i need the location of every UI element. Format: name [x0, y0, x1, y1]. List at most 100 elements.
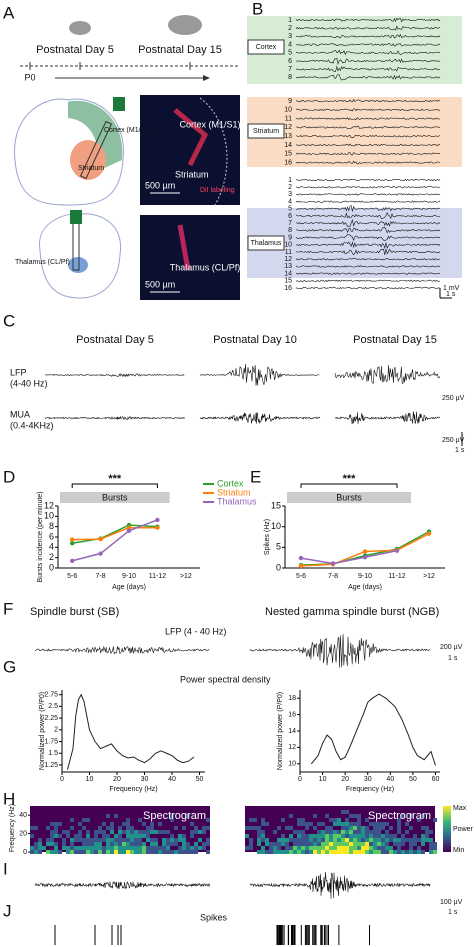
spectrogram-cell [297, 830, 301, 834]
spectrogram-cell [313, 826, 317, 830]
spectrogram-cell [98, 842, 102, 846]
spectrogram-cell [369, 834, 373, 838]
spectrogram-cell [369, 822, 373, 826]
spectrogram-cell [285, 842, 289, 846]
spectrogram-cell [305, 846, 309, 850]
spectrogram-cell [337, 838, 341, 842]
spectrogram-cell [257, 850, 261, 854]
spectrogram-cell [313, 850, 317, 854]
spectrogram-cell [329, 826, 333, 830]
spectrogram-cell [146, 830, 150, 834]
spectrogram-cell [150, 838, 154, 842]
spectrogram-cell [142, 842, 146, 846]
spectrogram-cell [309, 850, 313, 854]
spectrogram-cell [421, 838, 425, 842]
channel-number: 4 [288, 198, 292, 205]
spectrogram-cell [34, 842, 38, 846]
spectrogram-cell [293, 842, 297, 846]
x-axis-label: Frequency (Hz) [346, 786, 394, 793]
spectrogram-cell [349, 826, 353, 830]
spectrogram-cell [333, 850, 337, 854]
x-tick-label: 50 [196, 776, 204, 783]
spectrogram-cell [106, 850, 110, 854]
spectrogram-cell [186, 842, 190, 846]
spectrogram-cell [74, 850, 78, 854]
spectrogram-cell [54, 834, 58, 838]
spectrogram-cell [142, 830, 146, 834]
channel-number: 12 [284, 124, 292, 131]
spectrogram-cell [405, 838, 409, 842]
spectrogram-cell [293, 838, 297, 842]
y-tick-label: 5 [276, 542, 281, 552]
channel-number: 3 [288, 191, 292, 198]
spectrogram-title: Spectrogram [143, 810, 206, 822]
channel-number: 10 [284, 107, 292, 114]
spectrogram-cell [253, 826, 257, 830]
spectrogram-cell [94, 830, 98, 834]
spectrogram-cell [134, 834, 138, 838]
channel-number: 5 [288, 50, 292, 57]
channel-number: 9 [288, 234, 292, 241]
spectrogram-cell [34, 846, 38, 850]
data-point [155, 517, 160, 523]
spectrogram-cell [58, 822, 62, 826]
spectrogram-cell [245, 834, 249, 838]
data-point [126, 525, 132, 530]
spectrogram-cell [82, 838, 86, 842]
spectrogram-cell [98, 830, 102, 834]
spectrogram-cell [130, 850, 134, 854]
y-tick-label: 10 [271, 521, 281, 531]
day-label: Postnatal Day 15 [138, 44, 222, 56]
spectrogram-cell [361, 830, 365, 834]
bracket [71, 483, 158, 488]
trace [295, 186, 441, 189]
spectrogram-cell [82, 846, 86, 850]
trace [295, 25, 441, 31]
spectrogram-cell [134, 850, 138, 854]
spectrogram-cell [413, 838, 417, 842]
spectrogram-cell [158, 830, 162, 834]
spectrogram-cell [86, 846, 90, 850]
spectrogram-cell [114, 838, 118, 842]
spectrogram-cell [317, 822, 321, 826]
day-label: Postnatal Day 15 [353, 334, 437, 346]
spectrogram-cell [377, 822, 381, 826]
spectrogram-cell [66, 850, 70, 854]
spectrogram-cell [401, 842, 405, 846]
spectrogram-cell [337, 846, 341, 850]
spectrogram-cell [329, 842, 333, 846]
spectrogram-cell [190, 850, 194, 854]
spectrogram-cell [337, 842, 341, 846]
spectrogram-cell [170, 850, 174, 854]
spectrogram-cell [341, 830, 345, 834]
spectrogram-cell [58, 850, 62, 854]
panel-label: J [3, 901, 12, 920]
spectrogram-cell [202, 830, 206, 834]
spectrogram-cell [377, 826, 381, 830]
scale-label: 500 µm [145, 180, 175, 190]
spectrogram-cell [178, 838, 182, 842]
spectrogram-cell [118, 830, 122, 834]
spectrogram-cell [269, 846, 273, 850]
spectrogram-cell [369, 830, 373, 834]
significance: *** [343, 473, 357, 485]
spectrogram-cell [102, 822, 106, 826]
spectrogram-cell [301, 850, 305, 854]
spectrogram-cell [345, 810, 349, 814]
spectrogram-cell [257, 826, 261, 830]
spectrogram-cell [50, 822, 54, 826]
spectrogram-cell [373, 842, 377, 846]
panel-label: E [250, 467, 261, 486]
spectrogram-cell [134, 842, 138, 846]
spectrogram-cell [265, 838, 269, 842]
trace [295, 143, 441, 147]
channel-number: 10 [284, 242, 292, 249]
spectrogram-cell [54, 846, 58, 850]
spectrogram-cell [86, 842, 90, 846]
spectrogram-cell [194, 826, 198, 830]
spectrogram-cell [110, 838, 114, 842]
trace [295, 218, 441, 227]
spectrogram-cell [349, 842, 353, 846]
x-tick-label: 50 [409, 776, 417, 783]
spikes-title: Spikes [200, 912, 228, 922]
